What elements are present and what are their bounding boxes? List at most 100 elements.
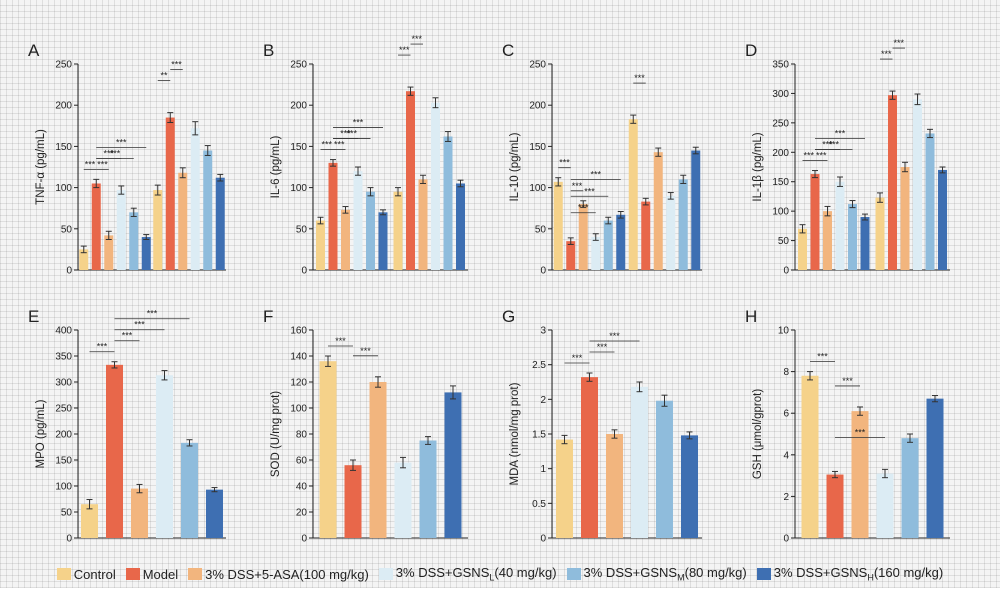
- legend-label: Control: [73, 566, 116, 582]
- y-tick-label: 150: [55, 142, 72, 153]
- bar: [913, 99, 922, 270]
- y-axis-label: SOD (U/mg prot): [270, 391, 282, 477]
- bar: [456, 183, 465, 270]
- y-tick-label: 60: [296, 456, 308, 467]
- significance-label: ***: [572, 181, 583, 191]
- significance-label: ***: [817, 352, 828, 362]
- bar: [190, 128, 200, 270]
- bar: [888, 95, 897, 271]
- chart-panel-h: H 0 2 4 6 8 10 GSH (μmol/gprot) *** *** ***: [745, 307, 950, 545]
- bar: [801, 375, 819, 538]
- significance-label: ***: [842, 376, 853, 386]
- y-tick-label: 200: [55, 430, 72, 441]
- bar: [178, 172, 188, 270]
- y-tick-label: 150: [290, 142, 307, 153]
- legend-item: Control: [56, 566, 116, 582]
- bar: [691, 150, 701, 270]
- bar: [875, 197, 885, 270]
- significance-label: ***: [411, 34, 422, 44]
- bar: [900, 167, 910, 270]
- significance-label: ***: [609, 331, 620, 341]
- bar: [81, 504, 98, 538]
- legend-item: 3% DSS+GSNSM(80 mg/kg): [566, 565, 747, 583]
- significance-label: ***: [353, 118, 364, 128]
- bar: [641, 201, 651, 270]
- bar: [156, 375, 173, 538]
- y-tick-label: 100: [55, 482, 72, 493]
- y-tick-label: 150: [529, 142, 546, 153]
- y-tick-label: 100: [772, 207, 789, 218]
- y-axis-label: MPO (pg/mL): [35, 399, 47, 468]
- y-tick-label: 0: [66, 534, 72, 545]
- bar: [938, 169, 947, 270]
- bar: [431, 102, 440, 270]
- significance-label: ***: [147, 309, 158, 319]
- y-tick-label: 0: [301, 266, 307, 277]
- legend-item: 3% DSS+GSNSH(160 mg/kg): [756, 565, 944, 583]
- significance-label: **: [160, 71, 168, 81]
- y-tick-label: 200: [290, 101, 307, 112]
- y-tick-label: 100: [290, 183, 307, 194]
- significance-label: ***: [85, 159, 96, 169]
- bar: [444, 392, 462, 538]
- y-tick-label: 50: [61, 224, 73, 235]
- legend: Control Model 3% DSS+5-ASA(100 mg/kg) 3% DS…: [0, 562, 1000, 586]
- bar: [181, 442, 198, 538]
- legend-label: 3% DSS+GSNSH(160 mg/kg): [773, 565, 944, 583]
- y-tick-label: 300: [55, 378, 72, 389]
- y-tick-label: 250: [290, 60, 307, 71]
- bar: [165, 117, 175, 270]
- panel-letter: F: [263, 307, 273, 326]
- y-axis-label: GSH (μmol/gprot): [752, 389, 764, 480]
- y-tick-label: 2.5: [532, 360, 546, 371]
- legend-item: 3% DSS+5-ASA(100 mg/kg): [188, 567, 369, 582]
- bar: [798, 228, 807, 270]
- significance-label: ***: [122, 331, 133, 341]
- bar: [631, 386, 648, 538]
- legend-swatch: [56, 568, 71, 580]
- bar: [835, 181, 845, 270]
- y-tick-label: 1.5: [532, 430, 546, 441]
- y-tick-label: 50: [535, 224, 547, 235]
- bar: [851, 411, 869, 538]
- bar: [656, 400, 673, 538]
- bar: [553, 181, 563, 270]
- y-tick-label: 0.5: [532, 499, 546, 510]
- bar: [129, 212, 139, 270]
- y-axis-label: IL-1β (pg/mL): [752, 132, 764, 201]
- legend-swatch: [125, 568, 140, 580]
- bar: [394, 462, 412, 538]
- y-tick-label: 1: [540, 464, 546, 475]
- bar: [556, 439, 573, 538]
- bar: [131, 488, 148, 538]
- significance-label: ***: [559, 158, 570, 168]
- significance-label: ***: [590, 169, 601, 179]
- bar: [106, 364, 123, 538]
- significance-label: ***: [97, 159, 108, 169]
- bar: [876, 473, 894, 538]
- bar: [344, 465, 362, 538]
- panel-letter: H: [745, 307, 757, 326]
- y-tick-label: 150: [772, 177, 789, 188]
- significance-label: ***: [803, 151, 814, 161]
- legend-item: 3% DSS+GSNSL(40 mg/kg): [378, 565, 557, 583]
- significance-label: ***: [399, 45, 410, 55]
- significance-label: ***: [578, 203, 589, 213]
- bar: [369, 382, 387, 538]
- bar: [591, 237, 601, 270]
- bar: [215, 177, 225, 270]
- significance-label: ***: [335, 336, 346, 346]
- y-tick-label: 4: [783, 450, 789, 461]
- y-tick-label: 50: [778, 236, 790, 247]
- significance-label: ***: [828, 140, 839, 150]
- y-tick-label: 300: [772, 89, 789, 100]
- y-axis-label: IL-6 (pg/mL): [270, 136, 282, 199]
- significance-label: ***: [134, 320, 145, 330]
- bar: [353, 171, 363, 270]
- significance-label: ***: [97, 342, 108, 352]
- y-tick-label: 10: [778, 326, 790, 337]
